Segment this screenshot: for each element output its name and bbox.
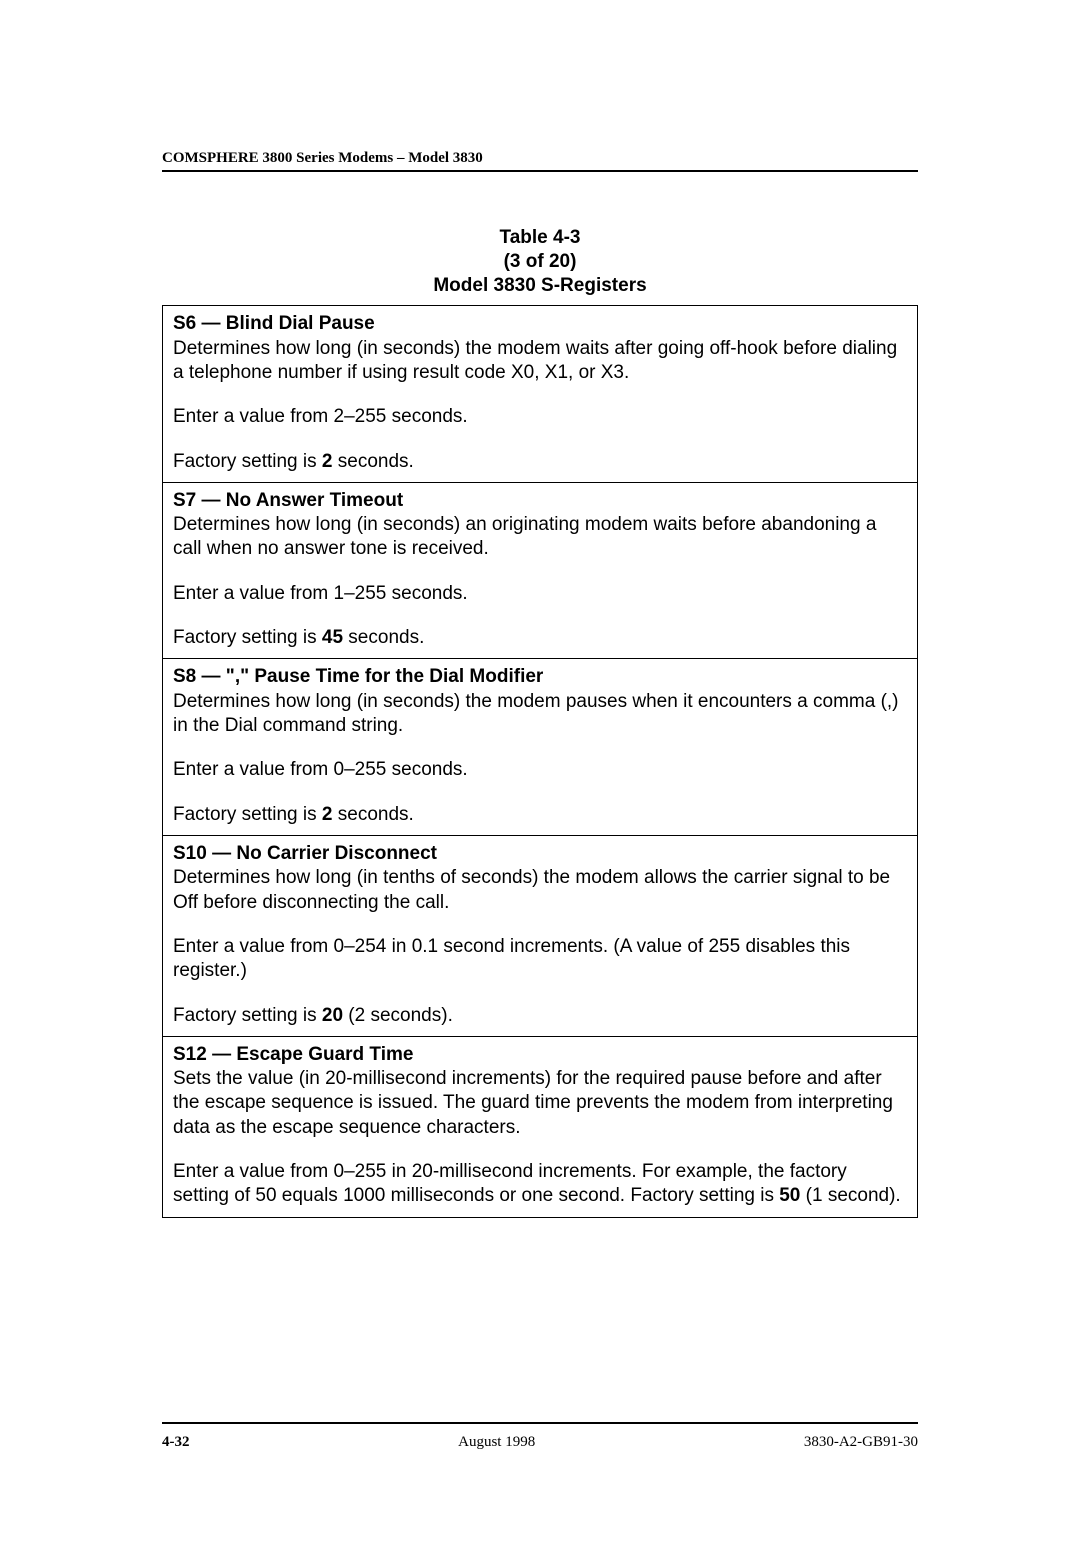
register-range: Enter a value from 1–255 seconds. bbox=[173, 582, 907, 606]
register-title-prefix: S12 bbox=[173, 1044, 212, 1065]
register-cell-s8: S8 — "," Pause Time for the Dial Modifie… bbox=[163, 659, 918, 836]
register-range: Enter a value from 0–254 in 0.1 second i… bbox=[173, 935, 907, 984]
em-dash-icon: — bbox=[202, 313, 221, 334]
table-row: S10 — No Carrier Disconnect Determines h… bbox=[163, 835, 918, 1036]
register-description: Determines how long (in seconds) an orig… bbox=[173, 513, 907, 562]
factory-value: 2 bbox=[322, 804, 333, 825]
footer-date: August 1998 bbox=[458, 1434, 535, 1451]
table-row: S8 — "," Pause Time for the Dial Modifie… bbox=[163, 659, 918, 836]
em-dash-icon: — bbox=[212, 843, 231, 864]
em-dash-icon: — bbox=[202, 490, 221, 511]
table-row: S7 — No Answer Timeout Determines how lo… bbox=[163, 482, 918, 659]
factory-pre: Factory setting is bbox=[173, 627, 322, 648]
factory-pre: Factory setting is bbox=[173, 1005, 322, 1026]
register-description: Determines how long (in tenths of second… bbox=[173, 866, 907, 915]
running-header: COMSPHERE 3800 Series Modems – Model 383… bbox=[162, 150, 918, 172]
footer-doc-number: 3830-A2-GB91-30 bbox=[804, 1434, 918, 1451]
register-title-prefix: S6 bbox=[173, 313, 202, 334]
register-range: Enter a value from 2–255 seconds. bbox=[173, 405, 907, 429]
register-cell-s12: S12 — Escape Guard Time Sets the value (… bbox=[163, 1036, 918, 1217]
page-footer: 4-32 August 1998 3830-A2-GB91-30 bbox=[162, 1422, 918, 1451]
caption-line3: Model 3830 S-Registers bbox=[162, 274, 918, 298]
register-title-rest: No Answer Timeout bbox=[221, 490, 404, 511]
s-registers-table: S6 — Blind Dial Pause Determines how lon… bbox=[162, 305, 918, 1217]
register-cell-s6: S6 — Blind Dial Pause Determines how lon… bbox=[163, 306, 918, 483]
register-title-prefix: S7 bbox=[173, 490, 202, 511]
register-title-prefix: S8 bbox=[173, 666, 202, 687]
em-dash-icon: — bbox=[212, 1044, 231, 1065]
table-row: S6 — Blind Dial Pause Determines how lon… bbox=[163, 306, 918, 483]
register-range-pre: Enter a value from 0–255 in 20-milliseco… bbox=[173, 1161, 847, 1206]
register-range-post: (1 second). bbox=[800, 1185, 900, 1206]
table-row: S12 — Escape Guard Time Sets the value (… bbox=[163, 1036, 918, 1217]
register-title-prefix: S10 bbox=[173, 843, 212, 864]
register-title-rest: Blind Dial Pause bbox=[221, 313, 375, 334]
running-header-text: COMSPHERE 3800 Series Modems – Model 383… bbox=[162, 150, 483, 166]
register-description: Determines how long (in seconds) the mod… bbox=[173, 337, 907, 386]
register-cell-s10: S10 — No Carrier Disconnect Determines h… bbox=[163, 835, 918, 1036]
factory-value: 20 bbox=[322, 1005, 343, 1026]
register-description: Determines how long (in seconds) the mod… bbox=[173, 690, 907, 739]
factory-post: seconds. bbox=[332, 804, 413, 825]
em-dash-icon: — bbox=[202, 666, 221, 687]
register-cell-s7: S7 — No Answer Timeout Determines how lo… bbox=[163, 482, 918, 659]
register-title-rest: No Carrier Disconnect bbox=[231, 843, 437, 864]
footer-page-number: 4-32 bbox=[162, 1434, 190, 1451]
register-title-rest: "," Pause Time for the Dial Modifier bbox=[221, 666, 544, 687]
factory-value: 45 bbox=[322, 627, 343, 648]
factory-post: seconds. bbox=[343, 627, 424, 648]
caption-line2: (3 of 20) bbox=[162, 250, 918, 274]
factory-value: 2 bbox=[322, 451, 333, 472]
factory-post: (2 seconds). bbox=[343, 1005, 453, 1026]
factory-pre: Factory setting is bbox=[173, 804, 322, 825]
factory-value: 50 bbox=[779, 1185, 800, 1206]
register-title-rest: Escape Guard Time bbox=[231, 1044, 413, 1065]
table-caption: Table 4-3 (3 of 20) Model 3830 S-Registe… bbox=[162, 226, 918, 297]
factory-pre: Factory setting is bbox=[173, 451, 322, 472]
register-range: Enter a value from 0–255 seconds. bbox=[173, 758, 907, 782]
factory-post: seconds. bbox=[332, 451, 413, 472]
register-description: Sets the value (in 20-millisecond increm… bbox=[173, 1067, 907, 1140]
caption-line1: Table 4-3 bbox=[162, 226, 918, 250]
